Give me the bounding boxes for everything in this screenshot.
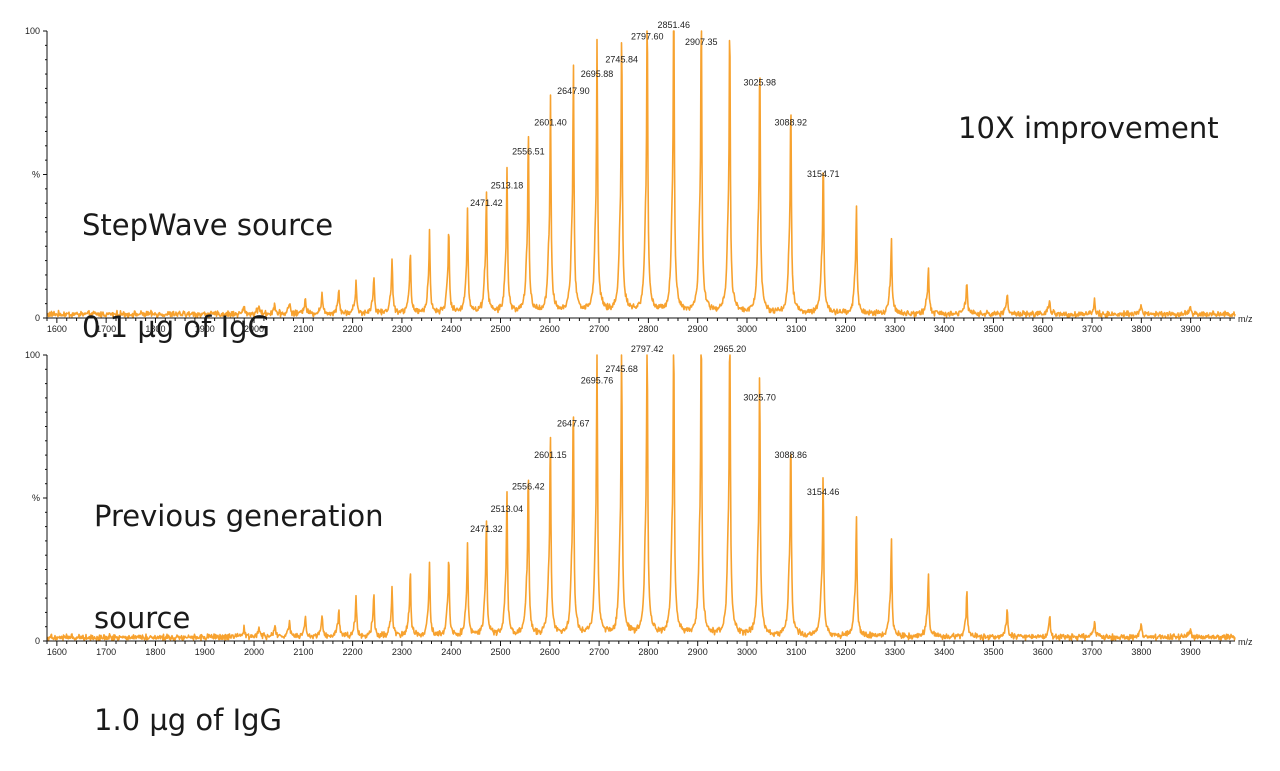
spectrum-trace	[46, 30, 1236, 319]
x-tick-label: 2400	[441, 324, 461, 334]
peak-label: 2513.04	[491, 504, 524, 514]
x-tick-label: 1900	[195, 647, 215, 657]
improvement-label: 10X improvement	[958, 111, 1219, 145]
annotation-line: 0.1 µg of IgG	[82, 310, 271, 344]
x-tick-label: 2000	[244, 647, 264, 657]
x-tick-label: 3600	[1033, 647, 1053, 657]
peak-label: 2556.51	[512, 146, 545, 156]
y-tick-label: 100	[25, 26, 40, 36]
peak-label: 2797.60	[631, 31, 664, 41]
spectrum-trace	[46, 354, 1236, 642]
x-tick-label: 2600	[540, 647, 560, 657]
x-tick-label: 3400	[934, 324, 954, 334]
peak-label: 3154.46	[807, 487, 840, 497]
peak-label: 2851.46	[657, 20, 690, 30]
x-tick-label: 3900	[1181, 324, 1201, 334]
x-tick-label: 3600	[1033, 324, 1053, 334]
annotation-line: StepWave source	[82, 208, 334, 242]
peak-label: 2695.88	[581, 69, 614, 79]
x-tick-label: 3800	[1131, 324, 1151, 334]
y-tick-label: 0	[35, 636, 40, 646]
x-tick-label: 1700	[96, 647, 116, 657]
peak-label: 2471.42	[470, 198, 503, 208]
x-tick-label: 3400	[934, 647, 954, 657]
peak-label: 3025.70	[743, 393, 776, 403]
x-tick-label: 3200	[836, 647, 856, 657]
x-tick-label: 2700	[589, 324, 609, 334]
spectrum-panel-previous-generation: 1600 1700 1800 1900 2000 2100 2200 2300 2400 2500…	[25, 344, 1253, 657]
peak-label: 3154.71	[807, 169, 840, 179]
x-tick-label: 2300	[392, 647, 412, 657]
annotation-previous-generation: Previous generation source 1.0 µg of IgG	[94, 431, 384, 771]
x-tick-label: 3000	[737, 647, 757, 657]
x-tick-label: 3000	[737, 324, 757, 334]
x-tick-label: 2600	[540, 324, 560, 334]
peak-label: 3025.98	[744, 77, 777, 87]
x-tick-label: 2200	[343, 324, 363, 334]
x-tick-label: 2200	[343, 647, 363, 657]
peak-label: 2695.76	[581, 375, 614, 385]
peak-label: 2745.68	[605, 364, 638, 374]
peak-label: 2513.18	[491, 181, 524, 191]
x-tick-label: 1700	[96, 324, 116, 334]
x-tick-label: 3900	[1181, 647, 1201, 657]
x-tick-label: 1600	[47, 324, 67, 334]
x-tick-label: 3100	[786, 324, 806, 334]
x-tick-label: 2900	[688, 647, 708, 657]
x-tick-label: 2800	[638, 647, 658, 657]
y-tick-label: 100	[25, 350, 40, 360]
x-tick-label: 2900	[688, 324, 708, 334]
x-tick-label: 3500	[983, 647, 1003, 657]
peak-label: 2601.15	[534, 450, 567, 460]
x-tick-label: 1600	[47, 647, 67, 657]
x-tick-label: 2000	[244, 324, 264, 334]
x-axis-label: m/z	[1238, 637, 1253, 647]
annotation-line: source	[94, 601, 191, 635]
spectrum-panel-stepwave: 1600 1700 1800 1900 2000 2100 2200 2300 2400 2500…	[25, 20, 1253, 334]
annotation-line: 1.0 µg of IgG	[94, 703, 283, 737]
x-tick-label: 3700	[1082, 324, 1102, 334]
peak-label: 2647.67	[557, 418, 590, 428]
x-tick-label: 3800	[1131, 647, 1151, 657]
peak-label: 2797.42	[631, 344, 664, 354]
x-tick-label: 2500	[490, 324, 510, 334]
x-tick-label: 3100	[786, 647, 806, 657]
peak-label: 2965.20	[714, 344, 747, 354]
peak-label: 3088.86	[775, 450, 808, 460]
x-tick-label: 2100	[293, 324, 313, 334]
x-tick-label: 3700	[1082, 647, 1102, 657]
mass-spectra-figure: 1600 1700 1800 1900 2000 2100 2200 2300 2400 2500…	[25, 20, 1253, 657]
x-tick-label: 2500	[490, 647, 510, 657]
peak-label: 2745.84	[605, 54, 638, 64]
x-tick-label: 3300	[885, 647, 905, 657]
x-tick-label: 1800	[145, 647, 165, 657]
x-tick-label: 3300	[885, 324, 905, 334]
peak-label: 2907.35	[685, 37, 718, 47]
x-tick-label: 2400	[441, 647, 461, 657]
x-tick-label: 2700	[589, 647, 609, 657]
peak-label: 2647.90	[557, 86, 590, 96]
y-axis-label: %	[32, 170, 40, 180]
x-tick-label: 1800	[145, 324, 165, 334]
y-tick-label: 0	[35, 313, 40, 323]
peak-label: 2556.42	[512, 481, 545, 491]
annotation-line: Previous generation	[94, 499, 384, 533]
x-tick-label: 3500	[983, 324, 1003, 334]
x-tick-label: 1900	[195, 324, 215, 334]
x-axis-label: m/z	[1238, 314, 1253, 324]
x-tick-label: 2300	[392, 324, 412, 334]
annotation-stepwave: StepWave source 0.1 µg of IgG	[82, 140, 333, 378]
peak-label: 3088.92	[775, 118, 808, 128]
x-tick-label: 2800	[638, 324, 658, 334]
y-axis-label: %	[32, 493, 40, 503]
peak-label: 2471.32	[470, 524, 503, 534]
x-tick-label: 2100	[293, 647, 313, 657]
peak-label: 2601.40	[534, 118, 567, 128]
x-tick-label: 3200	[836, 324, 856, 334]
